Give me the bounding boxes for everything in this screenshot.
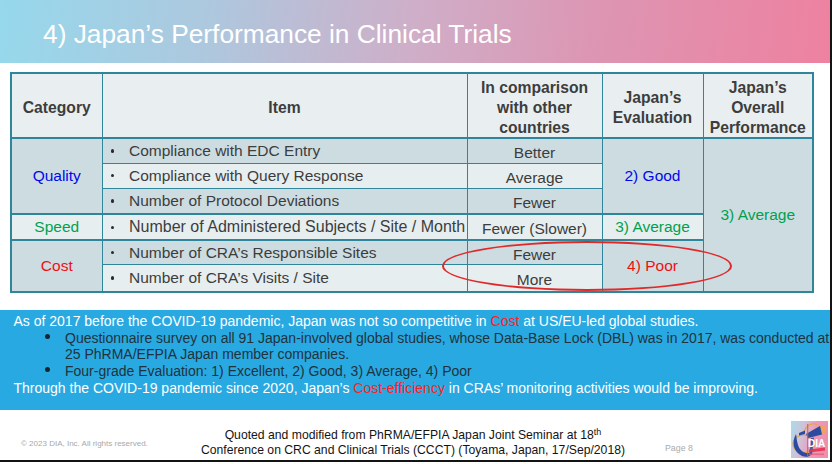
svg-text:DIA: DIA <box>808 438 825 449</box>
